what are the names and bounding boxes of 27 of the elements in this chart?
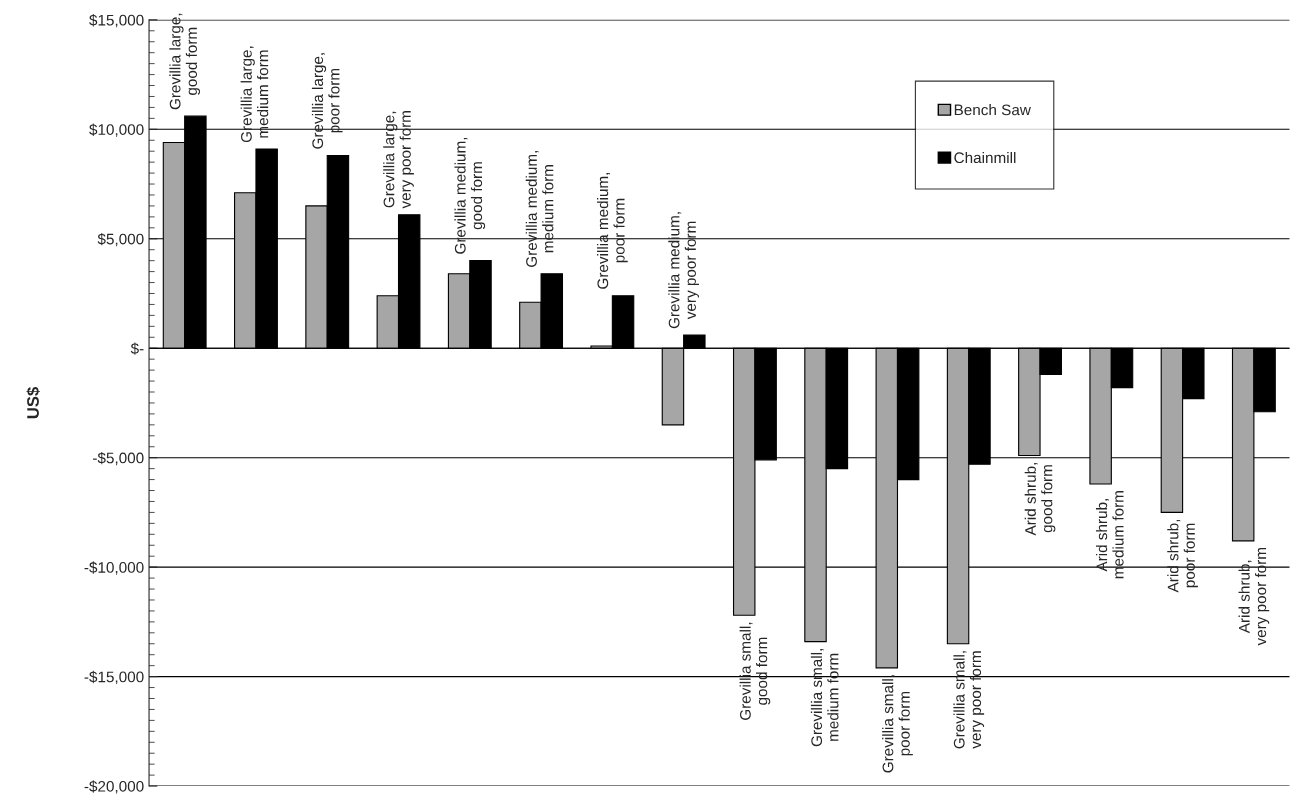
x-tick-label: Grevillia small, very poor form xyxy=(953,651,985,749)
x-tick-label: Arid shrub, medium form xyxy=(1095,491,1124,579)
x-tick-label: Grevillia large, good form xyxy=(169,13,201,110)
x-tick-label: Grevillia small, good form xyxy=(739,622,771,720)
y-tick-label: $- xyxy=(130,342,144,355)
x-tick-label: Arid shrub, poor form xyxy=(1167,519,1198,593)
y-tick-label: $5,000 xyxy=(97,232,144,247)
x-tick-label: Grevillia large, medium form xyxy=(240,46,269,143)
y-tick-label: $15,000 xyxy=(89,14,144,28)
x-tick-label: Grevillia small, medium form xyxy=(810,649,839,747)
y-tick-label: -$20,000 xyxy=(84,780,144,794)
x-tick-label: Grevillia medium, very poor form xyxy=(668,212,699,329)
x-tick-label: Grevillia medium, good form xyxy=(454,137,486,254)
x-tick-label: Grevillia large, very poor form xyxy=(383,111,414,209)
legend-label: Bench Saw xyxy=(954,104,1031,116)
y-tick-label: $10,000 xyxy=(89,123,144,137)
x-tick-label: Arid shrub, very poor form xyxy=(1238,548,1270,646)
y-tick-label: -$10,000 xyxy=(84,561,144,575)
x-tick-label: Grevillia small, poor form xyxy=(882,675,913,773)
x-tick-label: Grevillia medium, poor form xyxy=(597,172,628,289)
x-tick-label: Grevillia large, poor form xyxy=(311,53,343,149)
x-tick-label: Arid shrub, good form xyxy=(1024,462,1056,536)
y-tick-label: -$15,000 xyxy=(84,670,144,685)
y-axis-title: US$ xyxy=(26,386,40,419)
x-tick-label: Grevillia medium, medium form xyxy=(525,151,554,267)
y-tick-label: -$5,000 xyxy=(93,451,144,466)
legend-label: Chainmill xyxy=(954,151,1016,164)
